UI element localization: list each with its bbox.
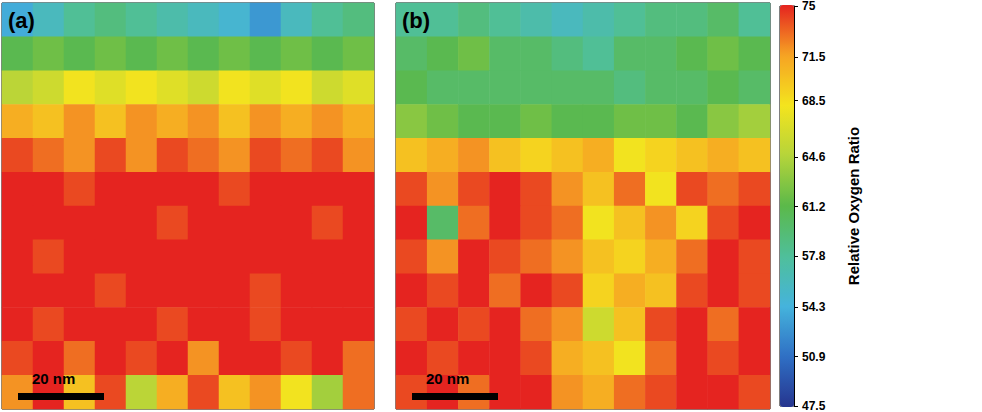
svg-text:64.6: 64.6 — [802, 150, 826, 164]
svg-text:54.3: 54.3 — [802, 300, 826, 314]
svg-text:20 nm: 20 nm — [32, 370, 75, 387]
svg-text:57.8: 57.8 — [802, 249, 826, 263]
svg-text:(b): (b) — [402, 8, 430, 33]
svg-text:Relative Oxygen Ratio: Relative Oxygen Ratio — [845, 127, 862, 285]
svg-text:75: 75 — [802, 0, 816, 13]
svg-text:(a): (a) — [8, 8, 35, 33]
svg-text:20 nm: 20 nm — [426, 370, 469, 387]
svg-text:71.5: 71.5 — [802, 50, 826, 64]
svg-text:47.5: 47.5 — [802, 399, 826, 412]
svg-text:61.2: 61.2 — [802, 200, 826, 214]
svg-text:50.9: 50.9 — [802, 350, 826, 364]
svg-text:68.5: 68.5 — [802, 94, 826, 108]
